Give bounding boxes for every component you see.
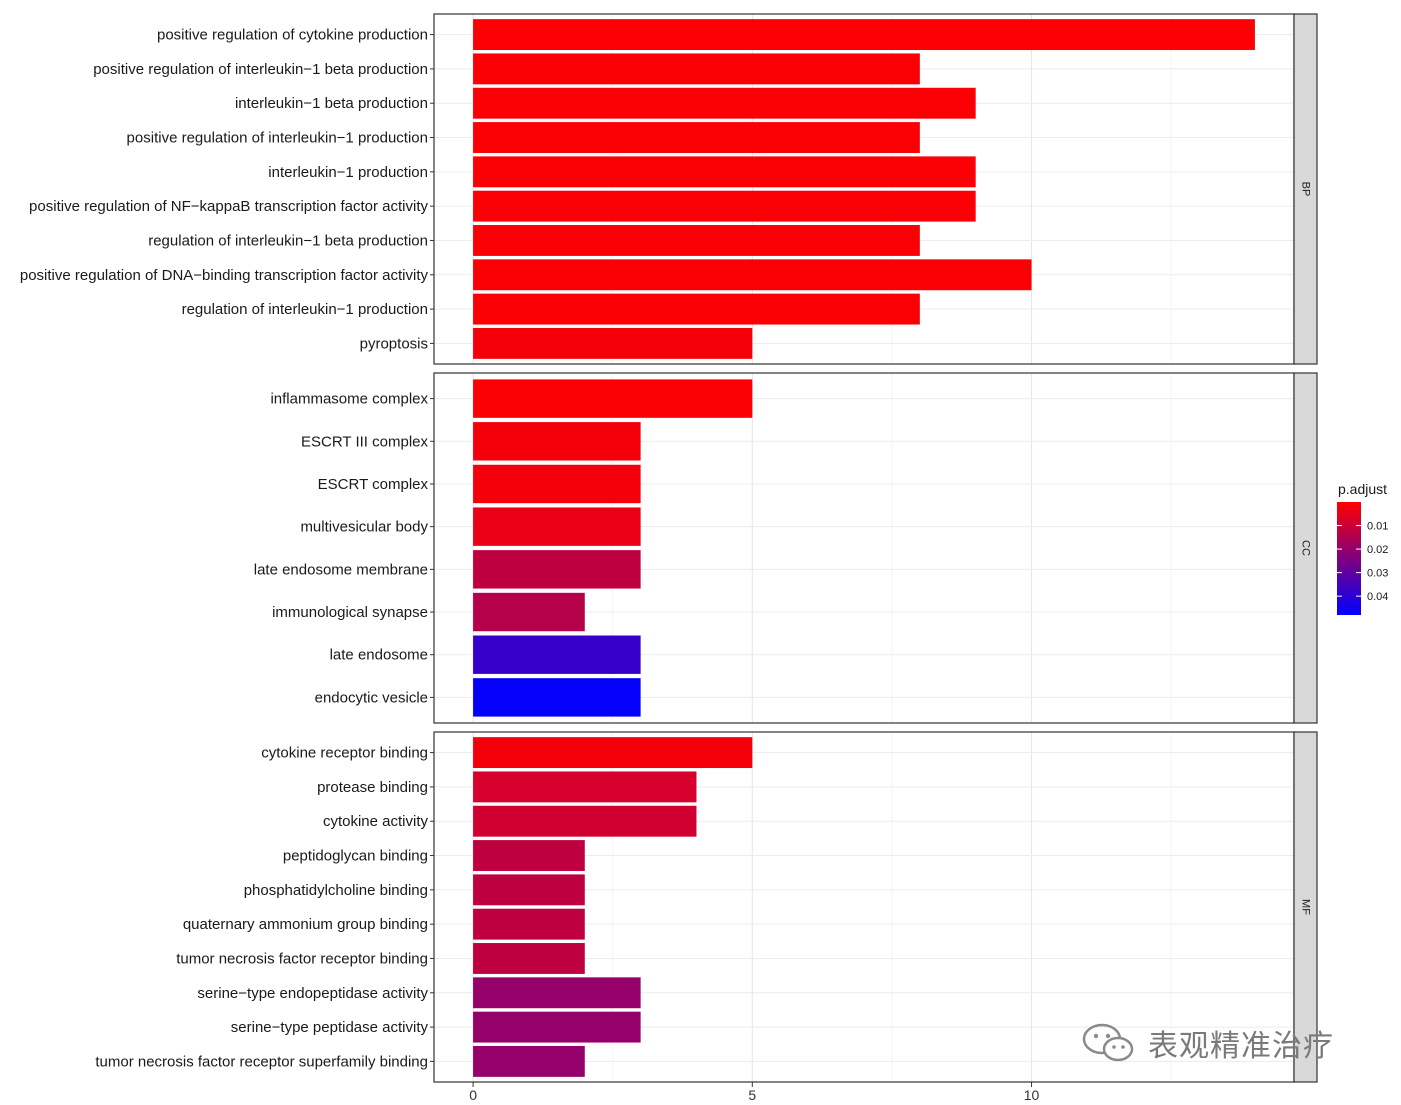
facet-strip-label: MF — [1300, 899, 1312, 915]
legend-title: p.adjust — [1338, 481, 1387, 497]
category-label: phosphatidylcholine binding — [244, 882, 428, 899]
bar-bp-0 — [473, 19, 1255, 51]
facet-strip — [1293, 731, 1318, 1083]
bar-cc-6 — [473, 635, 641, 674]
category-label: tumor necrosis factor receptor binding — [176, 950, 428, 967]
legend-tick-label: 0.02 — [1367, 544, 1388, 556]
category-label: multivesicular body — [300, 519, 428, 536]
x-tick-label: 0 — [469, 1087, 477, 1103]
bar-bp-7 — [473, 259, 1032, 291]
category-label: positive regulation of cytokine producti… — [157, 27, 428, 44]
bar-cc-3 — [473, 507, 641, 546]
facet-strip-label: BP — [1300, 182, 1312, 197]
bar-mf-0 — [473, 737, 753, 769]
category-label: peptidoglycan binding — [283, 848, 428, 865]
bar-bp-4 — [473, 156, 976, 188]
bar-bp-9 — [473, 327, 753, 359]
category-label: cytokine receptor binding — [261, 745, 428, 762]
category-label: positive regulation of interleukin−1 bet… — [93, 61, 428, 78]
bar-mf-3 — [473, 840, 585, 871]
category-label: late endosome membrane — [254, 561, 428, 578]
bar-mf-9 — [473, 1045, 585, 1077]
category-label: interleukin−1 production — [268, 164, 428, 181]
category-label: regulation of interleukin−1 beta product… — [148, 232, 428, 249]
bar-bp-3 — [473, 122, 920, 153]
bar-cc-7 — [473, 678, 641, 717]
legend-tick-label: 0.03 — [1367, 568, 1388, 580]
facet-panel-mf: cytokine receptor binding protease bindin… — [95, 731, 1318, 1083]
bar-bp-6 — [473, 225, 920, 256]
category-label: cytokine activity — [323, 813, 429, 830]
category-label: protease binding — [317, 779, 428, 796]
bar-cc-1 — [473, 422, 641, 461]
category-label: inflammasome complex — [270, 391, 428, 408]
facet-panel-cc: inflammasome complex ESCRT III complex ESC… — [254, 372, 1318, 724]
bar-cc-4 — [473, 550, 641, 589]
bar-mf-2 — [473, 805, 697, 837]
bar-mf-5 — [473, 908, 585, 940]
bar-cc-0 — [473, 379, 753, 418]
category-label: interleukin−1 beta production — [235, 95, 428, 112]
facet-strip-label: CC — [1300, 540, 1312, 556]
category-label: late endosome — [330, 647, 428, 664]
bar-mf-4 — [473, 874, 585, 906]
legend-tick-label: 0.01 — [1367, 521, 1388, 533]
wechat-icon — [1082, 1023, 1134, 1062]
category-label: tumor necrosis factor receptor superfami… — [95, 1053, 428, 1070]
category-label: quaternary ammonium group binding — [183, 916, 428, 933]
watermark: 表观精准治疗 — [1080, 1018, 1370, 1068]
x-tick-label: 10 — [1024, 1087, 1040, 1103]
bar-cc-2 — [473, 464, 641, 504]
bar-mf-7 — [473, 977, 641, 1009]
color-legend: p.adjust 0.01 0.02 0.03 0.04 — [1337, 481, 1388, 615]
bar-bp-8 — [473, 293, 920, 325]
bar-mf-6 — [473, 943, 585, 974]
bar-bp-1 — [473, 53, 920, 85]
category-label: serine−type endopeptidase activity — [197, 985, 428, 1002]
category-label: pyroptosis — [360, 335, 428, 352]
category-label: positive regulation of DNA−binding trans… — [20, 267, 429, 284]
legend-colorbar — [1337, 502, 1361, 615]
category-label: positive regulation of interleukin−1 pro… — [127, 130, 428, 147]
bar-cc-5 — [473, 592, 585, 632]
category-label: regulation of interleukin−1 production — [182, 301, 428, 318]
category-label: endocytic vesicle — [315, 689, 428, 706]
facet-strip — [1293, 13, 1318, 365]
legend-tick-label: 0.04 — [1367, 591, 1388, 603]
category-label: positive regulation of NF−kappaB transcr… — [29, 198, 428, 215]
category-label: serine−type peptidase activity — [231, 1019, 429, 1036]
category-label: immunological synapse — [272, 604, 428, 621]
facet-strip — [1293, 372, 1318, 724]
bar-mf-8 — [473, 1011, 641, 1043]
bar-bp-5 — [473, 190, 976, 222]
x-tick-label: 5 — [748, 1087, 756, 1103]
facet-panel-bp: positive regulation of cytokine producti… — [20, 13, 1318, 365]
watermark-text: 表观精准治疗 — [1148, 1029, 1334, 1064]
bar-bp-2 — [473, 87, 976, 119]
category-label: ESCRT III complex — [301, 433, 428, 450]
bar-mf-1 — [473, 771, 697, 803]
category-label: ESCRT complex — [318, 476, 429, 493]
